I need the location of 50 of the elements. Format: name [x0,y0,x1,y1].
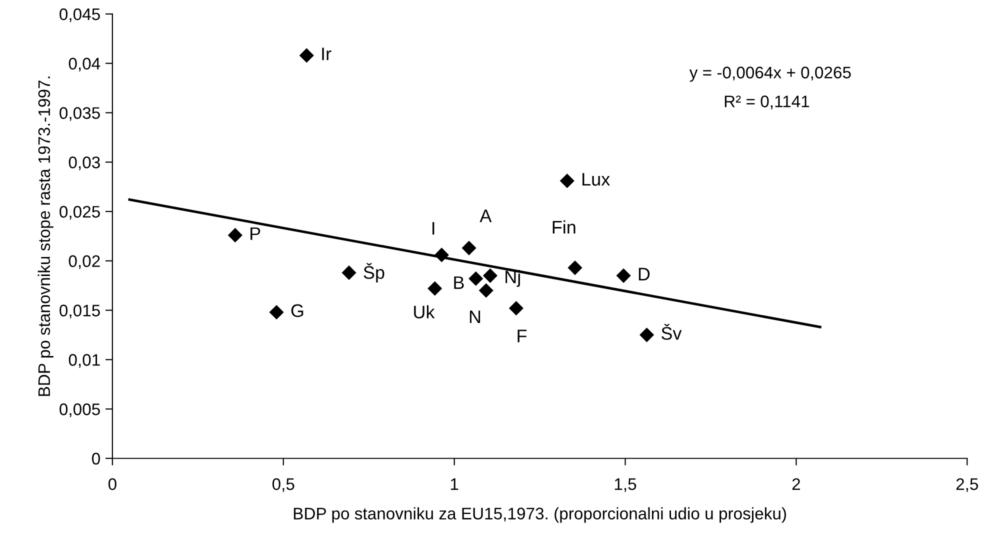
annotation: Nj [506,270,520,287]
y-tick-label: 0,03 [68,156,100,170]
y-tick-label: 0 [92,452,100,465]
x-tick-label: 1,5 [614,478,636,492]
annotation: y = -0,0064x + 0,0265 [689,66,851,82]
point [342,265,356,280]
point [508,300,524,316]
annotation: A [480,210,492,222]
point [269,304,284,320]
y-tick-label: 0,025 [60,206,100,220]
y-tick-label: 0,02 [68,255,100,270]
annotation: Šv [662,324,682,340]
point [478,283,494,298]
point [640,328,654,342]
annotation: Šp [364,262,384,282]
annotation: Ir [322,48,332,60]
x-tick-label: 2 [792,478,800,490]
point [560,174,574,188]
annotation: B [454,276,464,289]
annotation: N [470,310,480,324]
y-tick-label: 0,015 [60,304,100,318]
x-tick-label: 0 [108,478,116,490]
x-tick-label: 0,5 [272,478,294,492]
x-axis-title: BDP po stanovniku za EU15,1973. (proporcionalni udio u prosjeku) [294,507,786,523]
annotation: Fin [552,220,576,234]
point [568,260,582,276]
point [616,268,631,283]
point [462,240,476,256]
annotation: R² = 0,1141 [724,96,810,110]
annotation: G [291,304,304,318]
point [428,281,442,296]
annotation: P [250,227,260,240]
y-tick-label: 0,035 [60,107,100,121]
point [228,228,242,242]
y-tick-label: 0,01 [68,354,100,368]
y-tick-label: 0,005 [60,403,100,418]
x-tick-label: 1 [450,478,458,490]
point [299,48,314,63]
annotation: I [432,222,434,235]
x-tick-label: 2,5 [956,478,978,492]
point [468,271,484,286]
y-tick-label: 0,045 [60,8,100,22]
annotation: Lux [582,173,610,186]
y-tick-label: 0,04 [68,58,100,72]
annotation: Uk [414,305,435,318]
annotation: D [638,268,650,280]
annotation: F [518,330,527,342]
y-axis-title: BDP po stanovniku stope rasta 1973.-1997. [38,76,54,396]
point [434,248,449,262]
point [482,268,498,283]
